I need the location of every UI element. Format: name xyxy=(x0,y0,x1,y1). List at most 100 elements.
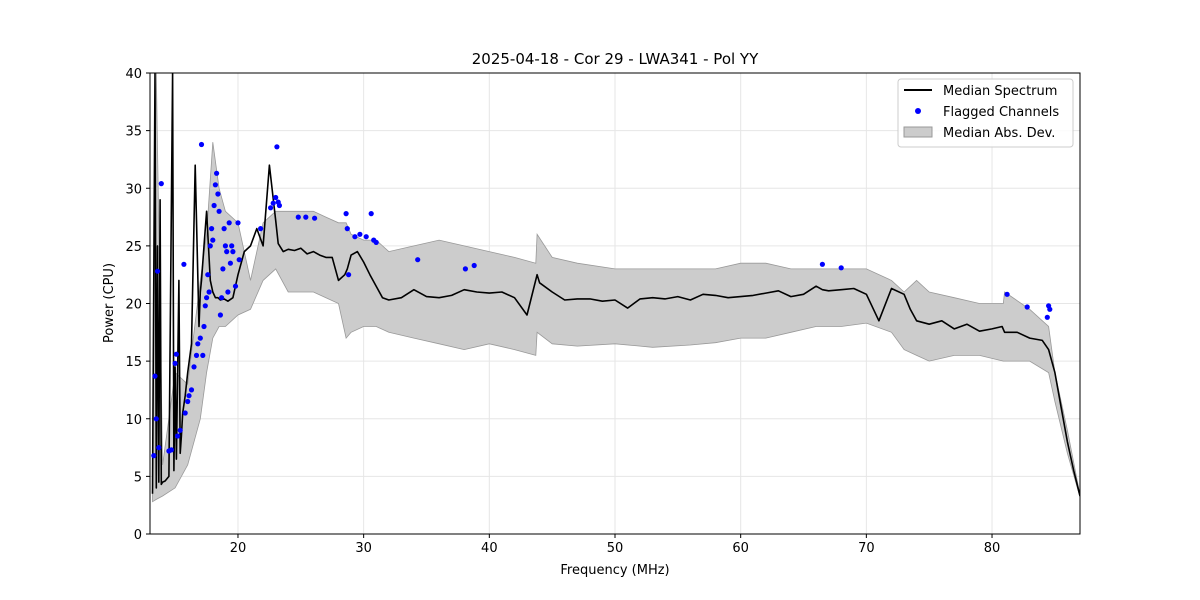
flagged-channel-point xyxy=(819,261,826,267)
flagged-channel-point xyxy=(173,351,179,357)
y-tick-label: 30 xyxy=(125,182,142,197)
flagged-channel-point xyxy=(151,453,157,459)
y-tick-label: 5 xyxy=(134,470,142,485)
x-axis-ticks: 20 30 40 50 60 70 80 xyxy=(230,534,1001,556)
flagged-channel-point xyxy=(276,202,282,209)
flagged-channel-point xyxy=(220,266,226,272)
flagged-channel-point xyxy=(1004,291,1010,297)
flagged-channel-point xyxy=(152,373,158,379)
flagged-channel-point xyxy=(219,295,225,301)
legend-label-median: Median Spectrum xyxy=(943,84,1057,99)
flagged-channel-point xyxy=(221,226,227,232)
x-tick-label: 40 xyxy=(481,541,498,556)
flagged-channel-point xyxy=(201,323,207,330)
x-axis-label: Frequency (MHz) xyxy=(560,563,669,578)
flagged-channel-point xyxy=(182,410,188,416)
flagged-channel-point xyxy=(191,364,197,370)
flagged-channel-point xyxy=(185,398,191,405)
flagged-channel-point xyxy=(214,170,220,176)
flagged-channel-point xyxy=(200,352,206,358)
legend-box xyxy=(897,78,1074,148)
flagged-channel-point xyxy=(202,303,208,309)
flagged-channel-point xyxy=(295,214,301,220)
flagged-channel-point xyxy=(274,144,280,150)
flagged-channel-point xyxy=(195,341,201,347)
flagged-channel-point xyxy=(236,257,242,263)
flagged-channel-point xyxy=(212,182,218,188)
mad-band xyxy=(152,73,1080,503)
median-spectrum-layer xyxy=(151,73,1080,497)
legend-label-mad: Median Abs. Dev. xyxy=(943,126,1055,141)
y-tick-label: 0 xyxy=(134,528,142,543)
flagged-channel-point xyxy=(204,295,210,301)
flagged-channel-point xyxy=(838,265,844,271)
flagged-channel-point xyxy=(415,257,421,263)
flagged-channel-point xyxy=(373,239,379,245)
flagged-channel-point xyxy=(357,231,363,237)
flagged-channel-point xyxy=(206,289,212,295)
flagged-channel-point xyxy=(217,312,223,318)
x-tick-label: 50 xyxy=(607,541,624,556)
flagged-channel-point xyxy=(186,393,192,399)
flagged-channel-point xyxy=(215,191,221,197)
y-axis-ticks: 0 5 10 15 20 25 30 35 40 xyxy=(125,67,150,543)
flagged-channel-point xyxy=(227,260,233,266)
x-tick-label: 70 xyxy=(858,541,875,556)
flagged-channel-point xyxy=(344,226,350,232)
flagged-channel-point xyxy=(181,261,187,267)
flagged-channel-point xyxy=(1044,314,1050,320)
x-tick-label: 60 xyxy=(732,541,749,556)
legend-label-flagged: Flagged Channels xyxy=(943,105,1059,120)
y-tick-label: 40 xyxy=(125,67,142,82)
x-tick-label: 80 xyxy=(984,541,1001,556)
flagged-channel-point xyxy=(158,181,164,187)
flagged-channel-point xyxy=(226,220,232,226)
y-tick-label: 10 xyxy=(125,413,142,428)
flagged-channel-point xyxy=(177,427,183,433)
flagged-channel-point xyxy=(1024,304,1030,310)
flagged-channels-layer xyxy=(151,141,1053,459)
flagged-channel-point xyxy=(462,266,468,272)
flagged-channel-point xyxy=(268,205,274,211)
flagged-channel-point xyxy=(207,243,213,249)
y-tick-label: 15 xyxy=(125,355,142,370)
flagged-channel-point xyxy=(471,262,477,269)
flagged-channel-point xyxy=(225,289,231,295)
median-spectrum-line xyxy=(151,73,1080,497)
flagged-channel-point xyxy=(216,208,222,214)
legend-fill-swatch xyxy=(903,126,933,138)
flagged-channel-point xyxy=(193,352,200,358)
flagged-channel-point xyxy=(270,200,276,206)
flagged-channel-point xyxy=(303,214,309,220)
y-tick-label: 35 xyxy=(125,125,142,140)
flagged-channel-point xyxy=(312,215,318,221)
chart-title: 2025-04-18 - Cor 29 - LWA341 - Pol YY xyxy=(472,50,759,68)
flagged-channel-point xyxy=(1047,306,1053,312)
flagged-channel-point xyxy=(222,243,228,249)
x-tick-label: 30 xyxy=(355,541,372,556)
flagged-channel-point xyxy=(343,211,349,217)
flagged-channel-point xyxy=(368,211,374,217)
flagged-channel-point xyxy=(230,249,236,255)
flagged-channel-point xyxy=(197,335,203,341)
x-tick-label: 20 xyxy=(230,541,247,556)
flagged-channel-point xyxy=(175,433,181,439)
flagged-channel-point xyxy=(153,416,159,422)
flagged-channel-point xyxy=(346,272,352,278)
flagged-channel-point xyxy=(205,272,211,278)
y-tick-label: 25 xyxy=(125,240,142,255)
flagged-channel-point xyxy=(229,243,235,249)
flagged-channel-point xyxy=(172,360,178,366)
flagged-channel-point xyxy=(210,237,216,243)
flagged-channel-point xyxy=(363,234,369,240)
y-tick-label: 20 xyxy=(125,298,142,313)
flagged-channel-point xyxy=(352,234,358,240)
legend: Median Spectrum Flagged Channels Median … xyxy=(897,78,1074,148)
legend-dot-swatch xyxy=(915,108,921,114)
flagged-channel-point xyxy=(209,226,215,232)
mad-band-layer xyxy=(152,73,1080,503)
flagged-channel-point xyxy=(258,226,264,232)
flagged-channel-point xyxy=(211,202,217,209)
flagged-channel-point xyxy=(273,194,279,201)
